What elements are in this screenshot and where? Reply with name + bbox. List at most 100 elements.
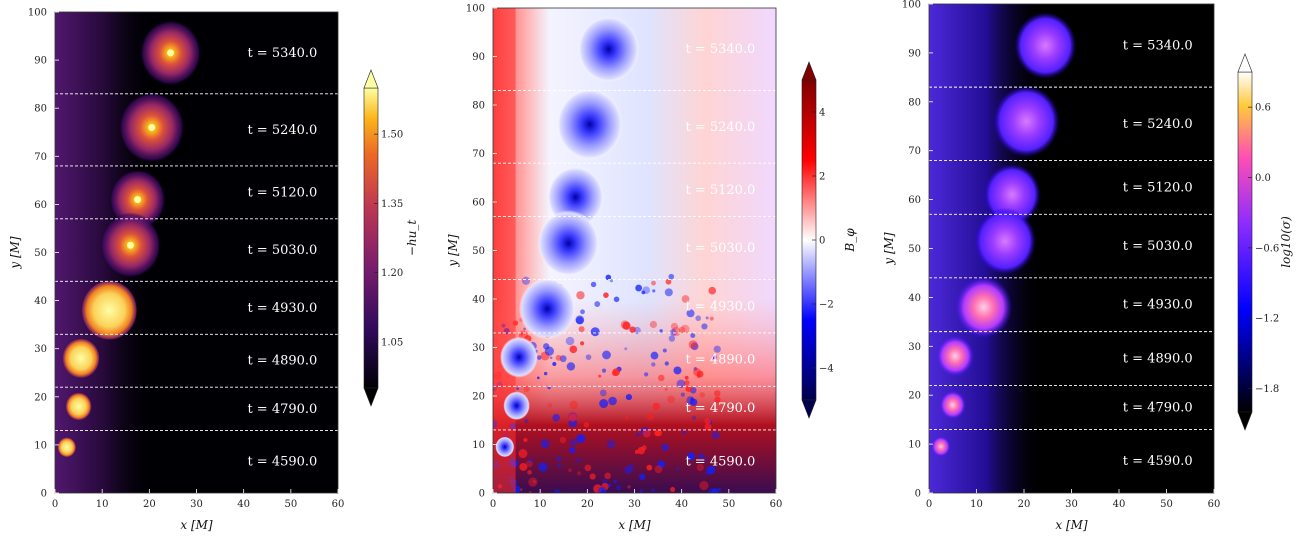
y-tick-label: 20: [908, 391, 921, 402]
turbulence-cell: [521, 276, 531, 285]
x-tick-label: 0: [490, 499, 496, 510]
turbulence-cell: [601, 478, 608, 485]
panel-sigma: t = 5340.0 t = 5240.0 t = 5120.0 t = 5030.0…: [882, 0, 1293, 532]
plasmoid: [65, 392, 92, 421]
time-label: t = 4590.0: [1123, 454, 1193, 469]
turbulence-cell: [692, 415, 697, 420]
time-label: t = 4790.0: [247, 402, 317, 417]
turbulence-cell: [669, 329, 677, 336]
turbulence-cell: [625, 416, 629, 420]
y-tick-label: 20: [472, 392, 485, 403]
y-tick-label: 60: [908, 195, 921, 206]
turbulence-cell: [557, 464, 562, 468]
y-tick-label: 90: [472, 52, 485, 63]
y-tick-label: 0: [41, 489, 47, 500]
turbulence-cell: [520, 332, 524, 336]
turbulence-cell: [659, 329, 663, 333]
turbulence-cell: [629, 326, 636, 333]
turbulence-cell: [665, 278, 672, 285]
turbulence-cell: [543, 371, 548, 376]
plasmoid-core: [126, 241, 134, 249]
plasmoid: [1014, 12, 1077, 79]
colorbar-tick-label: −0.6: [1255, 243, 1279, 254]
y-tick-label: 10: [908, 440, 921, 451]
y-tick-label: 30: [34, 344, 47, 355]
y-tick-label: 40: [472, 295, 485, 306]
turbulence-cell: [664, 288, 673, 297]
turbulence-cell: [651, 280, 656, 286]
colorbar-extend-max: [363, 69, 379, 89]
turbulence-cell: [538, 462, 548, 472]
x-tick-label: 0: [52, 499, 58, 510]
turbulence-cell: [547, 385, 551, 390]
time-label: t = 5030.0: [1123, 239, 1193, 254]
colorbar-tick-label: −1.2: [1255, 314, 1279, 325]
turbulence-cell: [516, 387, 519, 390]
colorbar-extend-max: [1237, 53, 1253, 73]
turbulence-cell: [624, 347, 628, 351]
turbulence-cell: [627, 485, 631, 489]
turbulence-cell: [612, 368, 620, 376]
turbulence-cell: [606, 439, 616, 449]
plasmoid: [80, 279, 138, 341]
y-tick-label: 0: [479, 489, 485, 500]
plasmoid: [495, 436, 515, 458]
colorbar: −1.8 −1.2 −0.6 0.0 0.6 log10(σ): [1237, 53, 1293, 431]
colorbar: 1.05 1.20 1.35 1.50 −hu_t: [363, 69, 419, 407]
panel-bphi: t = 5340.0 t = 5240.0 t = 5120.0 t = 5030.0…: [446, 4, 857, 533]
field-layer: [493, 8, 776, 493]
turbulence-cell: [704, 423, 712, 431]
turbulence-cell: [613, 296, 620, 303]
time-label: t = 4890.0: [247, 354, 317, 369]
x-tick-label: 40: [675, 499, 688, 510]
turbulence-cell: [559, 436, 567, 444]
turbulence-cell: [713, 345, 721, 353]
turbulence-cell: [584, 464, 592, 472]
turbulence-cell: [580, 309, 585, 315]
turbulence-cell: [594, 301, 601, 307]
turbulence-cell: [696, 373, 701, 378]
plasmoid: [500, 336, 538, 378]
turbulence-cell: [685, 385, 692, 392]
turbulence-cell: [576, 434, 586, 443]
y-tick-label: 30: [472, 343, 485, 354]
turbulence-cell: [704, 458, 708, 462]
turbulence-cell: [654, 430, 661, 437]
turbulence-cell: [642, 286, 651, 294]
y-tick-label: 50: [34, 248, 47, 259]
time-label: t = 4930.0: [685, 299, 755, 314]
turbulence-cell: [701, 323, 708, 330]
time-label: t = 4930.0: [247, 301, 317, 316]
turbulence-cell: [680, 324, 690, 334]
x-tick-label: 20: [581, 499, 594, 510]
colorbar-extend-min: [1237, 411, 1253, 431]
plasmoid: [503, 391, 530, 421]
turbulence-cell: [635, 284, 643, 292]
time-label: t = 5120.0: [1123, 180, 1193, 195]
y-tick-label: 60: [472, 198, 485, 209]
x-tick-label: 20: [143, 499, 156, 510]
y-tick-label: 30: [908, 342, 921, 353]
y-tick-label: 10: [472, 440, 485, 451]
turbulence-cell: [569, 345, 578, 354]
y-axis-label: y [M]: [446, 234, 460, 268]
plasmoid: [62, 338, 100, 379]
y-tick-label: 0: [915, 489, 921, 500]
turbulence-cell: [708, 286, 717, 295]
turbulence-cell: [568, 413, 577, 422]
time-label: t = 5340.0: [247, 46, 317, 61]
y-tick-label: 60: [34, 200, 47, 211]
colorbar-tick-label: 1.50: [381, 130, 403, 141]
y-tick-label: 100: [902, 0, 921, 11]
turbulence-cell: [667, 395, 675, 404]
field-layer: [55, 12, 338, 493]
plasmoid: [537, 210, 600, 277]
time-label: t = 5030.0: [685, 241, 755, 256]
turbulence-cell: [684, 380, 690, 386]
turbulence-cell: [649, 320, 658, 329]
x-tick-label: 30: [628, 499, 641, 510]
turbulence-cell: [639, 489, 643, 493]
y-tick-label: 80: [908, 97, 921, 108]
turbulence-cell: [657, 374, 665, 382]
